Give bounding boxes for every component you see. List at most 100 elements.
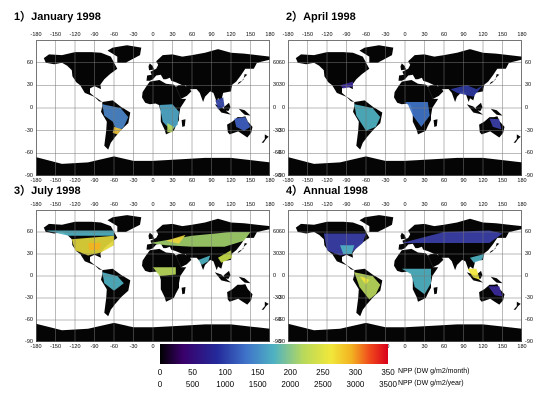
lat-tick-right: -90 (525, 173, 533, 179)
npp-region (401, 268, 431, 295)
colorbar-tick-annual: 1500 (248, 380, 267, 389)
lon-tick-bottom: 180 (265, 178, 275, 184)
npp-region (470, 254, 485, 263)
landmass-japan (489, 243, 500, 254)
map-january (36, 40, 270, 176)
lat-tick-right: -60 (525, 150, 533, 157)
lon-tick-top: 180 (517, 32, 527, 38)
lon-tick-top: -120 (321, 202, 333, 208)
lon-tick-bottom: 0 (403, 178, 407, 184)
npp-region (489, 118, 502, 130)
lon-tick-top: 60 (440, 202, 448, 208)
lon-tick-bottom: 120 (478, 178, 488, 184)
lon-tick-top: 90 (460, 32, 467, 38)
lon-tick-top: -60 (110, 32, 118, 38)
colorbar-unit-monthly: NPP (DW g/m2/month) (398, 368, 470, 375)
lon-tick-bottom: 30 (421, 344, 428, 350)
lat-tick-left: 0 (281, 273, 285, 279)
npp-region (102, 272, 124, 291)
lon-tick-top: -30 (129, 32, 138, 38)
lon-tick-top: -150 (301, 32, 314, 38)
landmass-indonesia (214, 272, 231, 283)
landmass-nz (513, 301, 521, 310)
landmass-madagascar (181, 119, 186, 127)
lon-tick-top: 150 (245, 202, 256, 208)
lon-tick-top: 120 (478, 32, 488, 38)
lat-tick-right: -90 (525, 339, 533, 345)
lon-tick-bottom: -60 (110, 178, 118, 184)
map-frame (288, 210, 522, 342)
lat-tick-right: -60 (273, 150, 281, 157)
lat-tick-left: 60 (278, 59, 285, 66)
npp-region (354, 104, 381, 131)
lat-tick-left: -90 (277, 173, 285, 179)
lat-tick-left: -60 (277, 150, 285, 157)
lon-tick-top: 150 (497, 202, 508, 208)
lon-tick-top: 30 (421, 32, 428, 38)
colorbar-tick-monthly: 300 (348, 368, 363, 377)
panel-title-january: 1）January 1998 (14, 11, 101, 23)
lon-tick-bottom: 30 (421, 178, 428, 184)
npp-region (102, 104, 129, 133)
lon-tick-bottom: -30 (129, 178, 138, 184)
lat-tick-left: 30 (278, 82, 285, 89)
landmass-japan (237, 243, 248, 254)
colorbar-tick-monthly: 0 (157, 368, 163, 377)
lon-tick-top: -30 (381, 32, 390, 38)
lon-tick-bottom: 60 (440, 178, 448, 184)
lat-tick-left: 60 (278, 229, 285, 235)
lat-tick-left: -30 (25, 127, 33, 134)
lon-tick-top: -60 (110, 202, 118, 208)
lat-tick-left: -60 (25, 150, 33, 157)
lon-tick-bottom: -90 (90, 344, 99, 350)
landmass-eurasia (398, 49, 522, 102)
npp-region (450, 85, 483, 97)
lat-tick-left: 30 (26, 251, 33, 257)
panel-title-april: 2）April 1998 (286, 11, 356, 23)
lat-tick-left: -30 (277, 127, 285, 134)
lon-tick-top: 0 (403, 32, 407, 38)
lon-tick-bottom: 90 (208, 178, 215, 184)
lon-tick-top: -150 (49, 202, 62, 208)
lat-tick-left: 0 (29, 273, 33, 279)
npp-region (359, 276, 370, 285)
landmass-greenland (359, 215, 394, 232)
landmass-nz (513, 134, 521, 143)
lon-tick-top: 30 (421, 202, 428, 208)
lat-tick-right: 60 (273, 59, 280, 66)
map-frame (36, 210, 270, 342)
npp-region (488, 286, 503, 297)
lat-tick-right: -60 (273, 317, 281, 323)
npp-region (323, 233, 366, 256)
panel-title-annual: 4）Annual 1998 (286, 185, 368, 197)
npp-region (153, 267, 176, 276)
landmass-nz (261, 301, 269, 310)
lat-tick-right: 0 (525, 105, 529, 111)
lon-tick-bottom: 60 (440, 344, 448, 350)
npp-region (215, 97, 225, 110)
lat-tick-left: -30 (277, 295, 285, 301)
lon-tick-bottom: 180 (517, 344, 527, 350)
lon-tick-bottom: -90 (90, 178, 99, 184)
lon-tick-bottom: -180 (282, 178, 294, 184)
landmass-arabia (175, 85, 192, 99)
landmass-newguinea (238, 276, 251, 284)
colorbar-tick-annual: 2000 (281, 380, 300, 389)
lon-tick-top: -60 (362, 202, 370, 208)
lon-tick-top: -180 (30, 32, 42, 38)
lat-tick-right: -60 (525, 317, 533, 323)
landmass-australia (227, 284, 253, 305)
lon-tick-bottom: 0 (151, 178, 155, 184)
lon-tick-bottom: 90 (460, 178, 467, 184)
lon-tick-top: 0 (403, 202, 407, 208)
lon-tick-top: -150 (49, 32, 62, 38)
lat-tick-right: 30 (273, 82, 280, 89)
landmass-greenland (359, 45, 394, 63)
landmass-japan (237, 74, 248, 85)
lon-tick-top: -30 (129, 202, 138, 208)
lon-tick-top: -180 (282, 32, 294, 38)
npp-region (218, 250, 233, 263)
colorbar-tick-monthly: 50 (188, 368, 198, 377)
lon-tick-bottom: 150 (497, 344, 508, 350)
npp-region (149, 232, 251, 247)
